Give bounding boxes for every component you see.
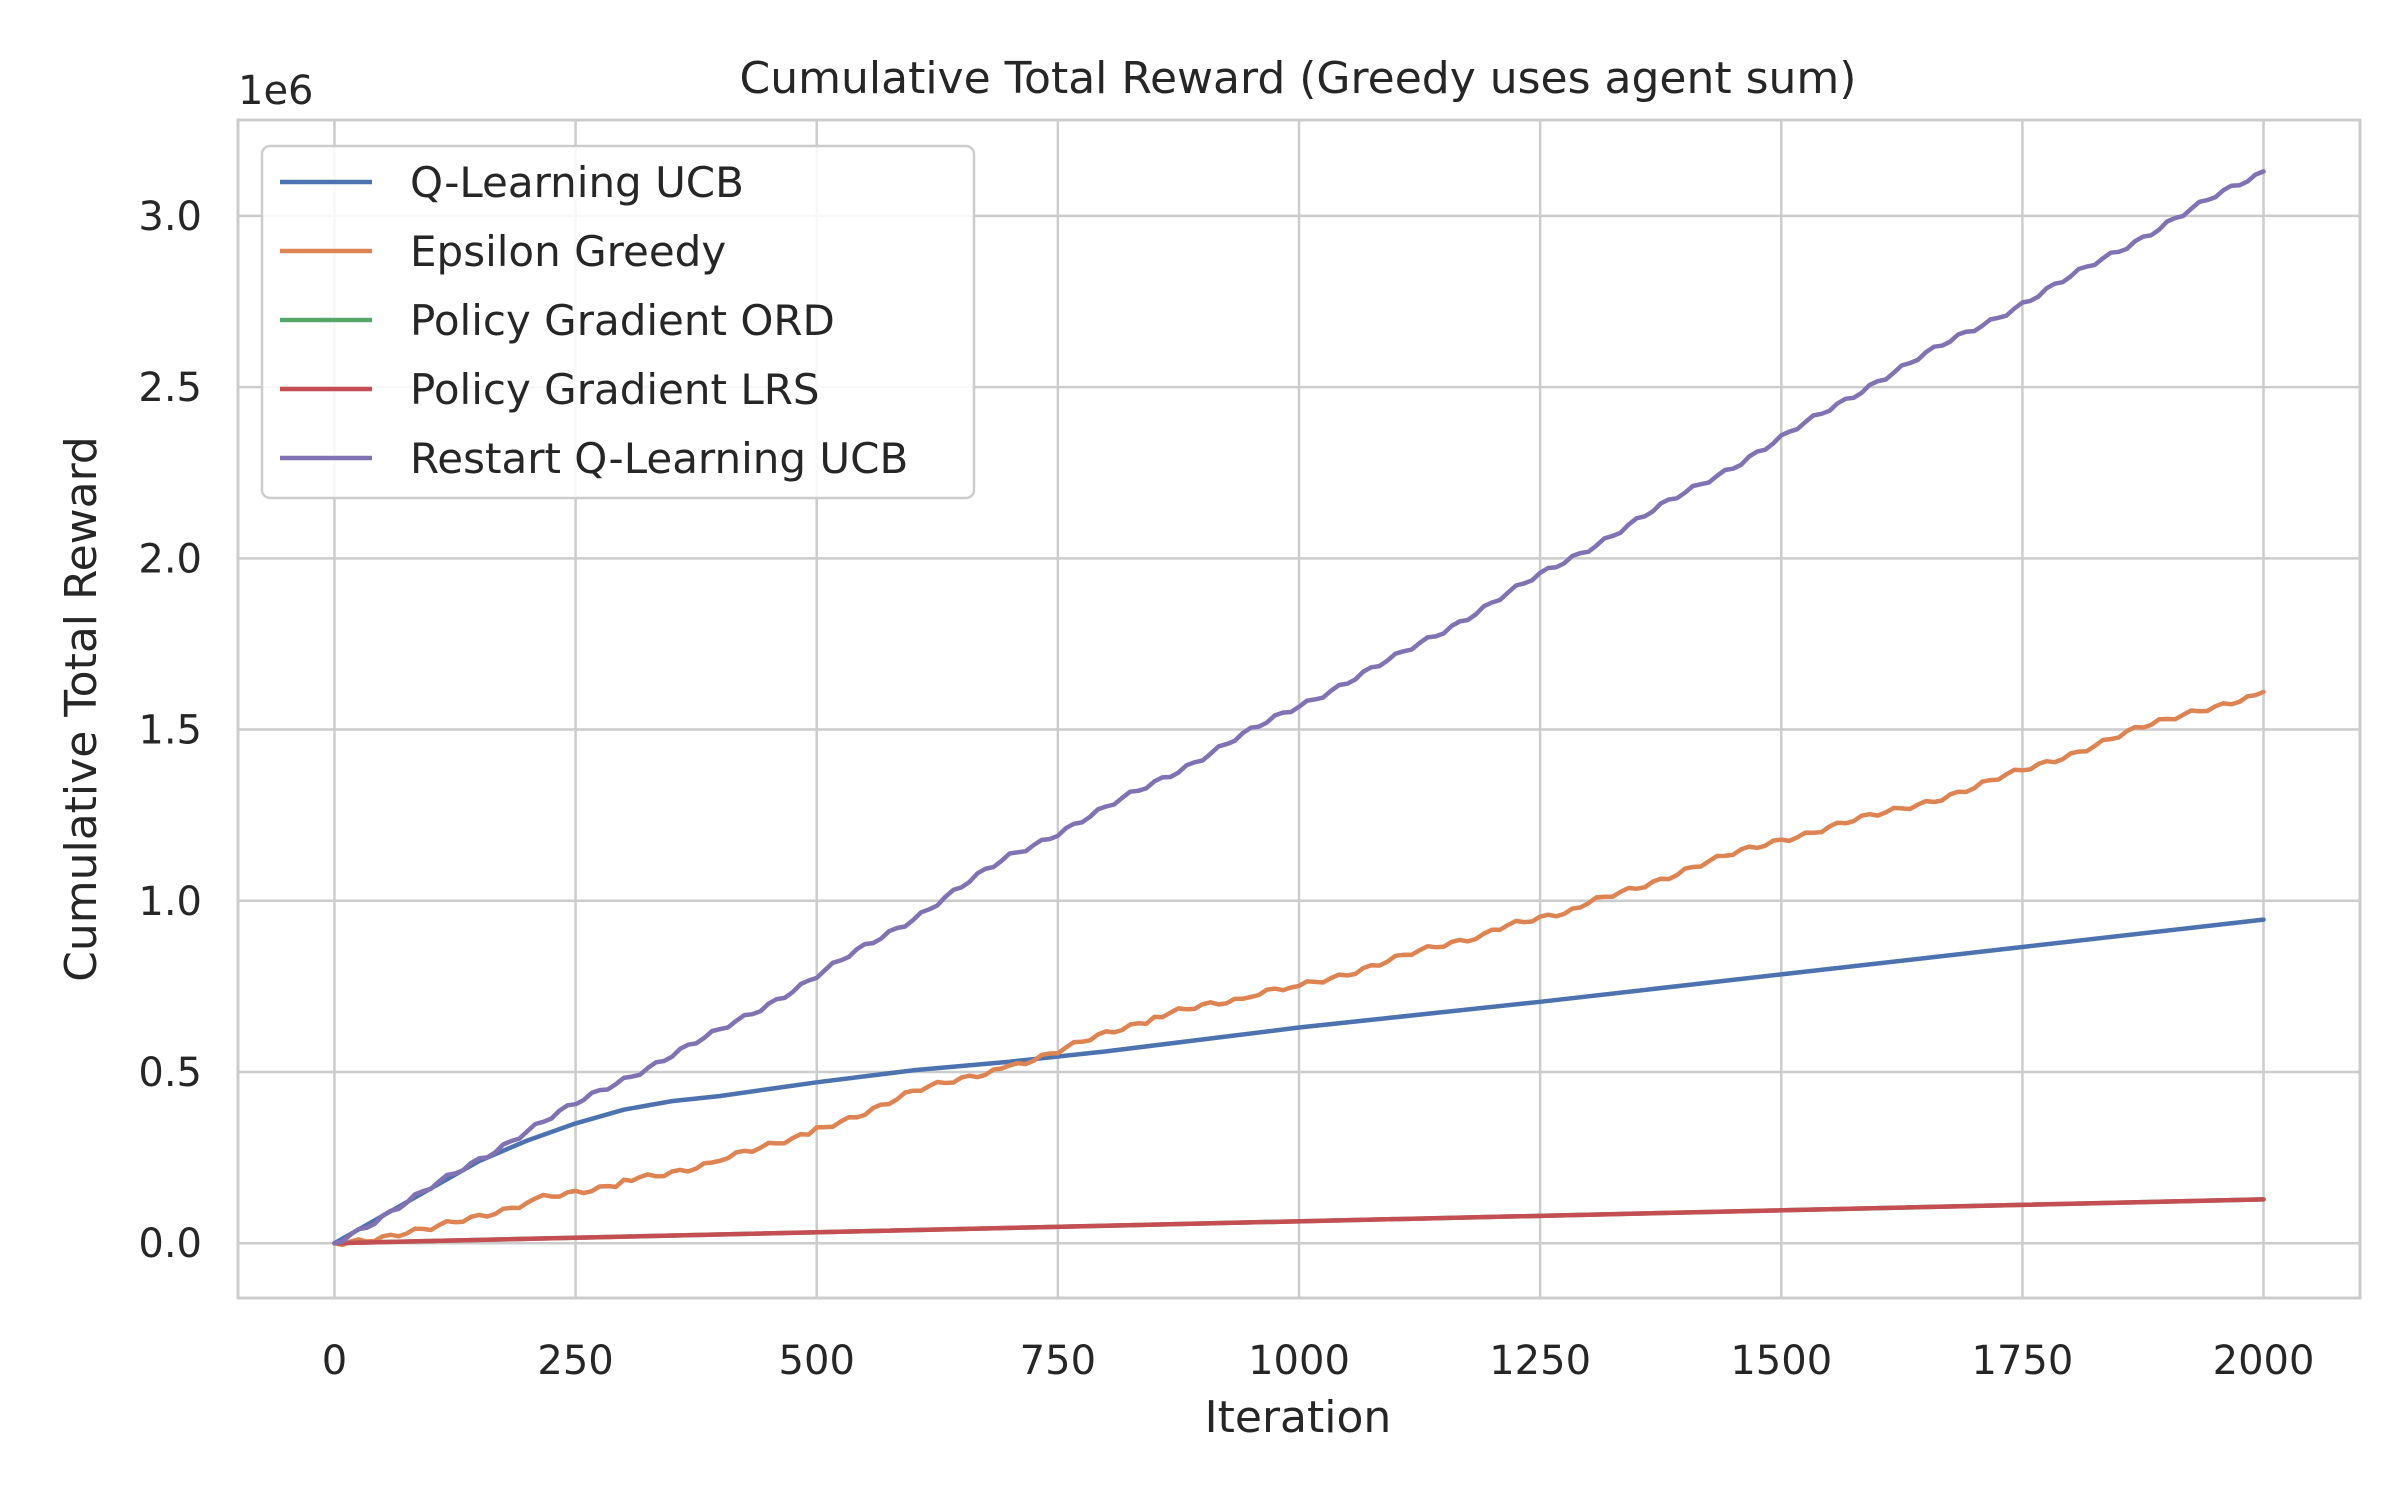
series-line-restart-q-learning-ucb	[332, 169, 2266, 1246]
y-offset-label: 1e6	[238, 68, 314, 114]
y-tick-label: 1.0	[138, 879, 202, 925]
legend-label: Restart Q-Learning UCB	[410, 434, 908, 483]
x-tick-label: 1250	[1489, 1338, 1591, 1384]
series-line-policy-gradient-lrs	[332, 1197, 2266, 1246]
x-tick-label: 500	[779, 1338, 855, 1384]
tick-labels: 0 250 500 750 1000 1250 1500 1750 2000 0.0 0.5 1.0 1…	[138, 194, 2314, 1384]
series-lines	[332, 169, 2266, 1248]
y-tick-label: 0.5	[138, 1050, 202, 1096]
legend-label: Policy Gradient LRS	[410, 365, 820, 414]
x-tick-label: 0	[322, 1338, 347, 1384]
series-line-epsilon-greedy	[332, 689, 2266, 1248]
legend: Q-Learning UCB Epsilon Greedy Policy Gradi…	[260, 144, 976, 500]
x-axis-label: Iteration	[1205, 1392, 1392, 1443]
legend-box	[260, 144, 976, 500]
x-tick-label: 1750	[1972, 1338, 2074, 1384]
y-tick-label: 1.5	[138, 708, 202, 754]
y-tick-label: 0.0	[138, 1221, 202, 1267]
x-tick-label: 750	[1020, 1338, 1096, 1384]
y-tick-label: 3.0	[138, 194, 202, 240]
chart-title: Cumulative Total Reward (Greedy uses age…	[740, 53, 1857, 104]
grid	[238, 120, 2360, 1298]
x-tick-label: 2000	[2213, 1338, 2315, 1384]
legend-label: Policy Gradient ORD	[410, 296, 835, 345]
legend-label: Epsilon Greedy	[410, 227, 726, 276]
y-tick-label: 2.0	[138, 536, 202, 582]
y-tick-label: 2.5	[138, 365, 202, 411]
series-line-q-learning-ucb	[332, 917, 2266, 1246]
x-tick-label: 1500	[1730, 1338, 1832, 1384]
legend-label: Q-Learning UCB	[410, 158, 744, 207]
x-tick-label: 250	[537, 1338, 613, 1384]
x-tick-label: 1000	[1248, 1338, 1350, 1384]
plot-frame	[236, 118, 2362, 1300]
y-axis-label: Cumulative Total Reward	[56, 436, 107, 982]
